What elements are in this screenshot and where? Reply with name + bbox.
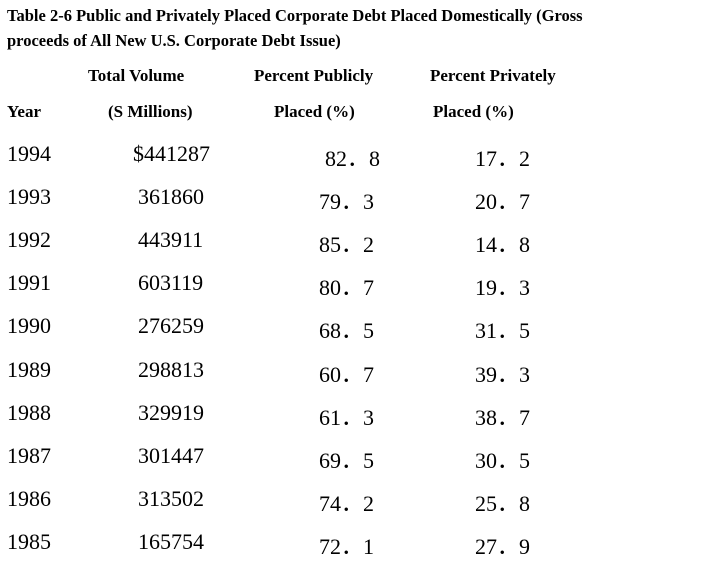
year-cell: 1990 [7, 313, 51, 339]
value-cell: 74．2 [319, 490, 375, 516]
value-cell: 298813 [138, 356, 204, 382]
value-cell: 82．8 [325, 146, 381, 171]
value-cell: 39．3 [475, 361, 531, 387]
value-cell: 329919 [138, 399, 204, 425]
value-cell: 276259 [138, 313, 204, 339]
page: Table 2-6 Public and Privately Placed Co… [7, 6, 583, 559]
value-cell: 25．8 [475, 490, 531, 516]
value-cell: 17．2 [475, 146, 531, 171]
value-cell: 80．7 [319, 275, 375, 301]
year-cell: 1991 [7, 270, 51, 296]
value-cell: 19．3 [475, 275, 531, 301]
value-cell: 60．7 [319, 361, 375, 387]
value-cell: $441287 [133, 141, 210, 166]
value-cell: 30．5 [475, 447, 531, 473]
value-cell: 69．5 [319, 447, 375, 473]
value-cell: 603119 [138, 270, 204, 296]
column-header: Year [7, 102, 41, 121]
value-cell: 79．3 [319, 189, 375, 215]
year-cell: 1986 [7, 485, 51, 511]
value-cell: 61．3 [319, 404, 375, 430]
value-cell: 443911 [138, 227, 204, 253]
value-cell: 72．1 [319, 533, 375, 559]
year-cell: 1989 [7, 356, 51, 382]
title-line: Table 2-6 Public and Privately Placed Co… [7, 6, 583, 25]
value-cell: 361860 [138, 184, 204, 210]
column-header: Percent Publicly [254, 66, 374, 85]
value-cell: 31．5 [475, 318, 531, 344]
year-cell: 1987 [7, 442, 51, 468]
title-line: proceeds of All New U.S. Corporate Debt … [7, 31, 341, 50]
value-cell: 313502 [138, 485, 204, 511]
value-cell: 165754 [138, 528, 204, 554]
year-cell: 1988 [7, 399, 51, 425]
value-cell: 301447 [138, 442, 204, 468]
column-header: Placed (%) [433, 102, 514, 121]
value-cell: 38．7 [475, 404, 531, 430]
year-cell: 1985 [7, 528, 51, 554]
value-cell: 27．9 [475, 533, 531, 559]
column-header: Placed (%) [274, 102, 355, 121]
value-cell: 68．5 [319, 318, 375, 344]
column-header: Percent Privately [430, 66, 556, 85]
value-cell: 14．8 [475, 232, 531, 258]
year-cell: 1992 [7, 227, 51, 253]
column-header: Total Volume [88, 66, 185, 85]
value-cell: 85．2 [319, 232, 375, 258]
column-header: (S Millions) [108, 102, 193, 121]
value-cell: 20．7 [475, 189, 531, 215]
year-cell: 1993 [7, 184, 51, 210]
year-cell: 1994 [7, 141, 51, 166]
